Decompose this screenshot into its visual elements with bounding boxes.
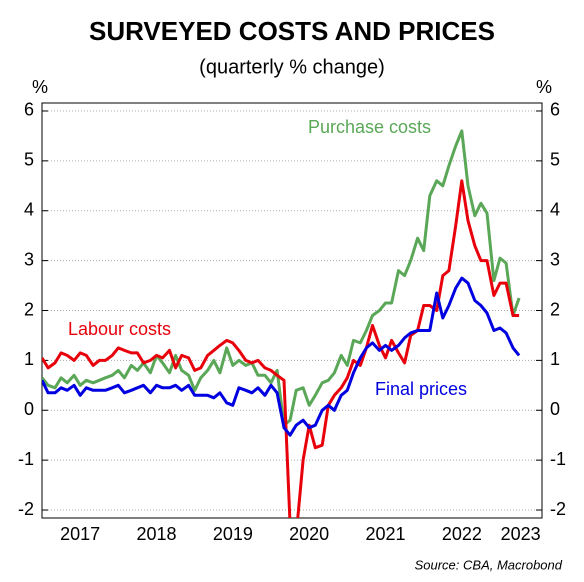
y2-tick-label: 0 [550, 399, 560, 419]
x-tick-label: 2017 [60, 524, 100, 544]
y2-tick-label: 1 [550, 349, 560, 369]
x-tick-label: 2019 [213, 524, 253, 544]
y-tick-label: 3 [24, 249, 34, 269]
series-label: Labour costs [68, 319, 171, 339]
chart-title: SURVEYED COSTS AND PRICES [89, 16, 495, 46]
series-label: Final prices [375, 379, 467, 399]
y2-tick-label: 4 [550, 199, 560, 219]
plot-area [42, 129, 521, 518]
series-line [42, 179, 520, 518]
y-axis-label: % [32, 77, 48, 97]
y-tick-label: 2 [24, 299, 34, 319]
x-tick-label: 2020 [289, 524, 329, 544]
y-tick-label: 0 [24, 399, 34, 419]
x-tick-label: 2018 [136, 524, 176, 544]
y-tick-label: 6 [24, 100, 34, 120]
y2-tick-label: 6 [550, 100, 560, 120]
chart-subtitle: (quarterly % change) [199, 56, 385, 78]
source: Source: CBA, Macrobond [415, 557, 563, 572]
x-tick-label: 2021 [365, 524, 405, 544]
y2-tick-label: 5 [550, 150, 560, 170]
y2-tick-label: -2 [550, 499, 566, 519]
plot-frame [41, 102, 543, 519]
y-tick-label: 5 [24, 150, 34, 170]
x-tick-label: 2022 [442, 524, 482, 544]
y-tick-label: -2 [18, 499, 34, 519]
y-tick-label: 1 [24, 349, 34, 369]
series-label: Purchase costs [308, 117, 431, 137]
y2-tick-label: 2 [550, 299, 560, 319]
y-tick-label: 4 [24, 199, 34, 219]
y-tick-label: -1 [18, 449, 34, 469]
y2-tick-label: 3 [550, 249, 560, 269]
series-line [42, 276, 521, 437]
y2-tick-label: -1 [550, 449, 566, 469]
x-tick-label: 2023 [501, 524, 541, 544]
y2-axis-label: % [536, 77, 552, 97]
series-line [42, 129, 521, 427]
